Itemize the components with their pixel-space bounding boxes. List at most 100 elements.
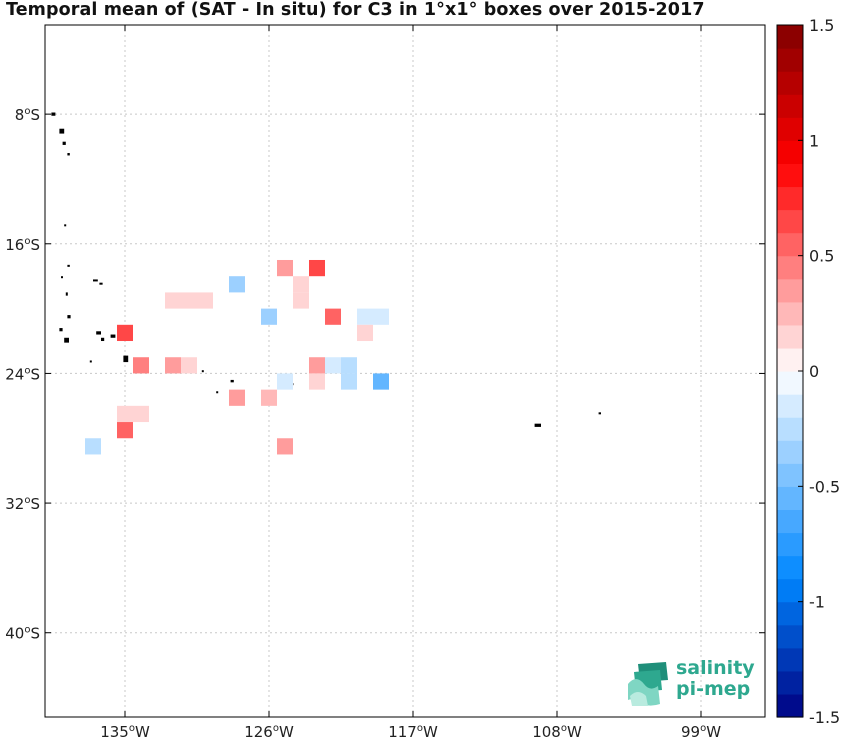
colorbar <box>776 24 804 718</box>
data-cell <box>341 357 357 374</box>
data-cell <box>293 276 309 293</box>
colorbar-tick-label: 0 <box>809 362 819 381</box>
land-island <box>67 153 70 156</box>
colorbar-level <box>777 232 803 257</box>
colorbar-level <box>777 117 803 141</box>
longitude-ticks: 135oW 126oW 117oW 108oW 99oW <box>100 25 721 740</box>
colorbar-level <box>777 693 803 718</box>
land-island <box>201 370 204 373</box>
colorbar-level <box>777 278 803 303</box>
land-island <box>64 224 67 227</box>
colorbar-level <box>777 301 803 326</box>
colorbar-level <box>777 140 803 164</box>
data-cell <box>309 259 325 277</box>
colorbar-level <box>777 647 803 672</box>
tick-label: 117oW <box>388 723 438 740</box>
land-island <box>598 412 601 415</box>
tick-label: 40oS <box>5 625 40 643</box>
map-frame-bg <box>45 25 765 717</box>
land-island <box>216 391 219 394</box>
logo-text: salinity pi-mep <box>676 658 755 700</box>
map-title: Temporal mean of (SAT - In situ) for C3 … <box>6 0 705 20</box>
colorbar-level <box>777 670 803 695</box>
colorbar-level <box>777 324 803 349</box>
colorbar-level <box>777 48 803 72</box>
data-cell <box>181 292 197 309</box>
colorbar-level <box>777 186 803 211</box>
land-island <box>67 264 70 267</box>
land-island <box>110 334 116 338</box>
colorbar-level <box>777 486 803 510</box>
data-cell <box>293 292 309 309</box>
data-cell <box>229 276 245 293</box>
data-cell <box>117 405 133 423</box>
colorbar-tick-label: -0.5 <box>809 477 840 496</box>
land-island <box>96 331 101 335</box>
data-cell <box>373 373 389 390</box>
colorbar-tick-label: 1 <box>809 131 819 150</box>
data-cells <box>85 259 389 455</box>
land-island <box>93 279 98 282</box>
map-frame <box>44 24 766 718</box>
logo-line-1: salinity <box>676 657 755 679</box>
data-cell <box>133 357 149 374</box>
land-island <box>123 355 129 363</box>
colorbar-level <box>777 601 803 626</box>
colorbar-ticks: 1.5 1 0.5 0 -0.5 -1 -1.5 <box>798 16 840 727</box>
land-layer <box>51 112 601 427</box>
data-cell <box>309 357 325 374</box>
colorbar-level <box>777 94 803 118</box>
colorbar-level <box>777 509 803 534</box>
tick-label: 135oW <box>100 723 150 740</box>
tick-label: 32oS <box>5 495 40 513</box>
land-island <box>62 141 66 145</box>
land-island <box>51 112 56 116</box>
land-island <box>99 282 103 285</box>
colorbar-level <box>777 71 803 95</box>
colorbar-tick-label: 0.5 <box>809 247 834 266</box>
logo-line-2: pi-mep <box>676 678 751 700</box>
land-island <box>89 360 92 363</box>
land-island <box>64 337 69 343</box>
colorbar-level <box>777 25 803 49</box>
colorbar-level <box>777 555 803 580</box>
colorbar-level <box>777 209 803 234</box>
colorbar-level <box>777 532 803 557</box>
tick-label: 24oS <box>5 365 40 383</box>
data-cell <box>325 308 341 325</box>
colorbar-level <box>777 394 803 418</box>
colorbar-level <box>777 371 803 395</box>
data-cell <box>117 422 133 439</box>
data-cell <box>373 308 389 325</box>
salinity-pimep-logo: salinity pi-mep <box>626 658 766 708</box>
data-cell <box>85 438 101 455</box>
data-cell <box>197 292 213 309</box>
data-cell <box>165 357 181 374</box>
colorbar-level <box>777 255 803 280</box>
colorbar-tick-label: 1.5 <box>809 16 834 35</box>
data-cell <box>277 259 293 277</box>
data-cell <box>261 389 277 406</box>
data-cell <box>133 405 149 423</box>
colorbar-level <box>777 417 803 441</box>
colorbar-tick-label: -1 <box>809 593 825 612</box>
data-cell <box>277 373 293 390</box>
land-island <box>534 423 541 427</box>
colorbar-level <box>777 163 803 188</box>
tick-label: 16oS <box>5 236 40 254</box>
latitude-ticks: 8oS 16oS 24oS 32oS 40oS <box>5 106 765 643</box>
tick-label: 126oW <box>244 723 294 740</box>
tick-label: 99oW <box>681 723 721 740</box>
data-cell <box>325 357 341 374</box>
land-island <box>101 337 105 342</box>
tick-label: 108oW <box>532 723 582 740</box>
land-island <box>65 292 68 296</box>
land-island <box>67 315 71 319</box>
land-island <box>59 128 65 134</box>
colorbar-level <box>777 347 803 372</box>
data-cell <box>117 324 133 342</box>
colorbar-level <box>777 578 803 603</box>
data-cell <box>357 308 373 325</box>
data-cell <box>261 308 277 325</box>
